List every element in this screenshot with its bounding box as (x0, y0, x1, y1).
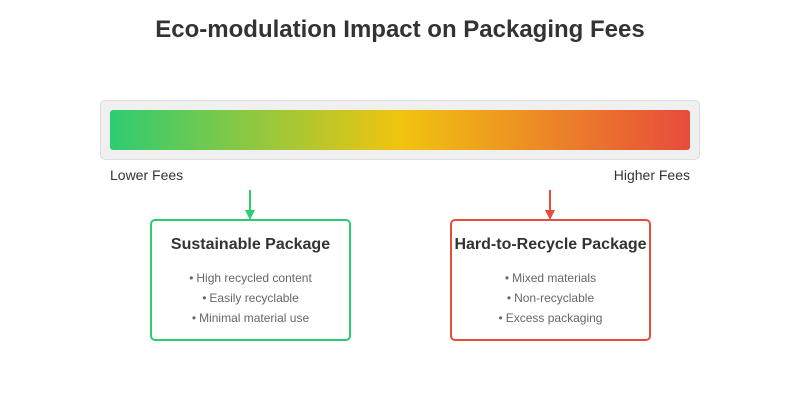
list-item: • Easily recyclable (152, 288, 349, 308)
card-title: Sustainable Package (170, 236, 331, 253)
sustainable-package-card: Sustainable Package • High recycled conte… (150, 219, 351, 341)
list-item: • Mixed materials (452, 268, 649, 288)
arrow-head (545, 210, 555, 220)
list-item-text: Mixed materials (512, 271, 597, 285)
card-feature-list: • Mixed materials • Non-recyclable • Excess… (452, 268, 649, 328)
list-item: • High recycled content (152, 268, 349, 288)
hard-to-recycle-package-card: Hard-to-Recycle Package • Mixed materials… (450, 219, 651, 341)
bullet-icon: • (191, 311, 197, 325)
bullet-icon: • (498, 311, 503, 325)
down-arrow-icon (245, 190, 255, 220)
bullet-icon: • (504, 271, 510, 285)
bullet-icon: • (202, 291, 207, 305)
arrow-head (245, 210, 255, 220)
list-item-text: High recycled content (196, 271, 312, 285)
down-arrow-icon (545, 190, 555, 220)
list-item-text: Minimal material use (199, 311, 310, 325)
card-feature-list: • High recycled content • Easily recyclabl… (152, 268, 349, 328)
diagram-title: Eco-modulation Impact on Packaging Fees (155, 16, 645, 43)
card-title: Hard-to-Recycle Package (454, 236, 647, 253)
higher-fees-label: Higher Fees (613, 167, 690, 183)
list-item: • Minimal material use (152, 308, 349, 328)
fee-scale-gradient-bar (110, 110, 690, 150)
list-item: • Non-recyclable (452, 288, 649, 308)
bullet-icon: • (506, 291, 512, 305)
list-item-text: Excess packaging (505, 311, 603, 325)
list-item-text: Non-recyclable (514, 291, 595, 305)
list-item: • Excess packaging (452, 308, 649, 328)
list-item-text: Easily recyclable (209, 291, 299, 305)
bullet-icon: • (189, 271, 194, 285)
lower-fees-label: Lower Fees (110, 167, 184, 183)
